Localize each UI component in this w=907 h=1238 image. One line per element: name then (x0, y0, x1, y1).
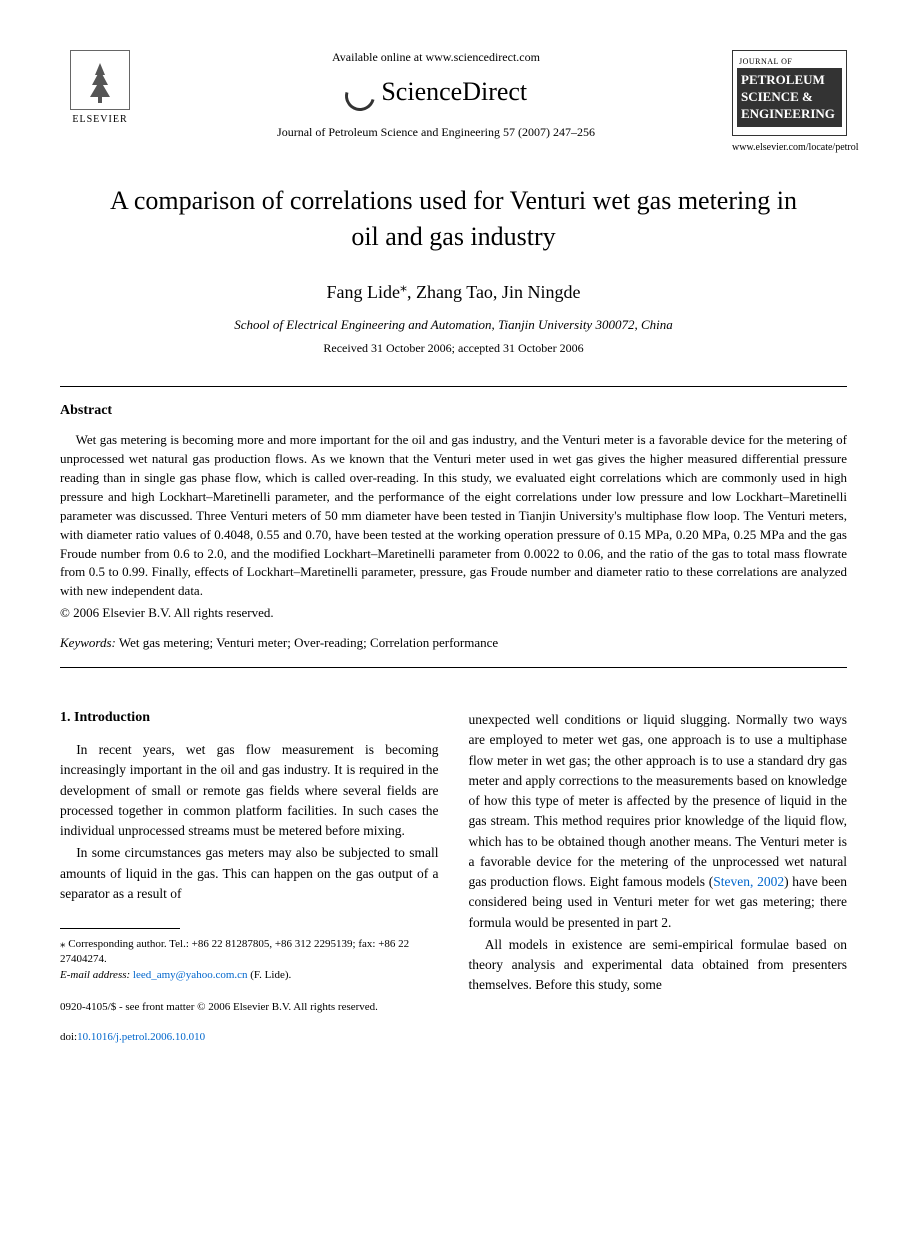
body-para-3: unexpected well conditions or liquid slu… (469, 710, 848, 933)
journal-cover-title: PETROLEUM SCIENCE & ENGINEERING (737, 68, 842, 127)
footnote-separator (60, 928, 180, 929)
citation-link-steven-2002[interactable]: Steven, 2002 (713, 874, 784, 889)
doi-label: doi: (60, 1031, 77, 1043)
available-online-text: Available online at www.sciencedirect.co… (160, 50, 712, 65)
divider-top (60, 386, 847, 387)
footnote-email: E-mail address: leed_amy@yahoo.com.cn (F… (60, 968, 439, 983)
abstract-heading: Abstract (60, 403, 847, 419)
sciencedirect-brand-text: ScienceDirect (381, 77, 527, 106)
journal-reference: Journal of Petroleum Science and Enginee… (160, 125, 712, 140)
page-header: ELSEVIER Available online at www.science… (60, 50, 847, 153)
abstract-text: Wet gas metering is becoming more and mo… (60, 431, 847, 601)
corresponding-marker: ⁎ (400, 280, 407, 295)
keywords-label: Keywords: (60, 635, 116, 650)
footnote-email-label: E-mail address: (60, 969, 130, 981)
elsevier-label: ELSEVIER (60, 114, 140, 125)
footnote-corresponding: ⁎ Corresponding author. Tel.: +86 22 812… (60, 937, 439, 968)
body-para-1: In recent years, wet gas flow measuremen… (60, 740, 439, 841)
elsevier-tree-icon (70, 50, 130, 110)
body-para-4: All models in existence are semi-empiric… (469, 935, 848, 996)
sciencedirect-logo: ScienceDirect (160, 77, 712, 107)
footnote-email-link[interactable]: leed_amy@yahoo.com.cn (130, 969, 247, 981)
sciencedirect-swoosh-icon (345, 81, 375, 107)
authors-rest: , Zhang Tao, Jin Ningde (407, 282, 580, 302)
journal-cover-pretitle: JOURNAL OF (739, 57, 840, 66)
section-1-heading: 1. Introduction (60, 710, 439, 726)
divider-bottom (60, 667, 847, 668)
footnote-email-who: (F. Lide). (248, 969, 292, 981)
article-dates: Received 31 October 2006; accepted 31 Oc… (60, 341, 847, 356)
body-para-2: In some circumstances gas meters may als… (60, 843, 439, 904)
journal-cover-box: JOURNAL OF PETROLEUM SCIENCE & ENGINEERI… (732, 50, 847, 136)
abstract-copyright: © 2006 Elsevier B.V. All rights reserved… (60, 605, 847, 621)
article-page: ELSEVIER Available online at www.science… (0, 0, 907, 1083)
author-primary: Fang Lide (327, 282, 401, 302)
elsevier-logo: ELSEVIER (60, 50, 140, 125)
affiliation: School of Electrical Engineering and Aut… (60, 317, 847, 333)
body-columns: 1. Introduction In recent years, wet gas… (60, 684, 847, 1043)
authors-line: Fang Lide⁎, Zhang Tao, Jin Ningde (60, 279, 847, 303)
column-left: 1. Introduction In recent years, wet gas… (60, 684, 439, 1043)
front-matter-line: 0920-4105/$ - see front matter © 2006 El… (60, 1001, 439, 1013)
article-title: A comparison of correlations used for Ve… (100, 183, 807, 256)
doi-line: doi:10.1016/j.petrol.2006.10.010 (60, 1031, 439, 1043)
journal-url: www.elsevier.com/locate/petrol (732, 142, 847, 153)
keywords-values: Wet gas metering; Venturi meter; Over-re… (116, 635, 498, 650)
center-header: Available online at www.sciencedirect.co… (140, 50, 732, 140)
column-right: unexpected well conditions or liquid slu… (469, 684, 848, 1043)
keywords-line: Keywords: Wet gas metering; Venturi mete… (60, 635, 847, 651)
journal-cover: JOURNAL OF PETROLEUM SCIENCE & ENGINEERI… (732, 50, 847, 153)
doi-link[interactable]: 10.1016/j.petrol.2006.10.010 (77, 1031, 205, 1043)
